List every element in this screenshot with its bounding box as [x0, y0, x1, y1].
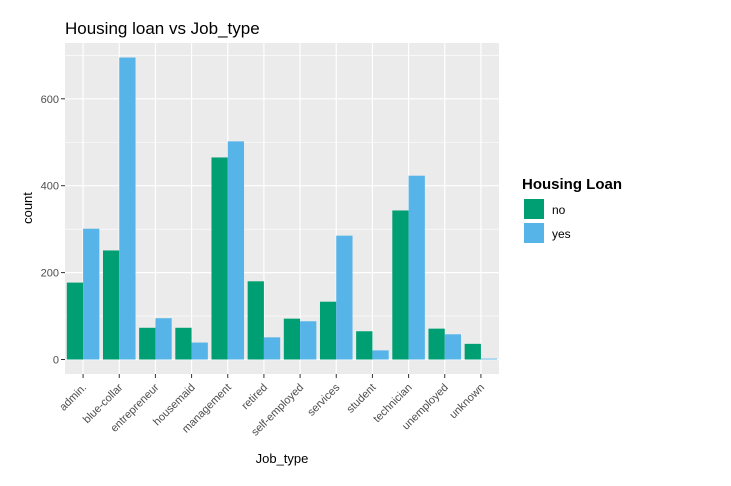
x-axis-title: Job_type [256, 451, 309, 466]
bar-yes-blue-collar [119, 57, 136, 360]
x-tick-label: student [345, 382, 379, 416]
x-tick-label: retired [239, 382, 270, 413]
bar-yes-self-employed [300, 321, 317, 360]
bar-no-self-employed [283, 318, 301, 360]
bar-no-management [211, 157, 228, 360]
bar-yes-retired [263, 337, 281, 360]
legend-key-no [524, 199, 544, 219]
x-tick-label: services [305, 381, 342, 418]
legend-key-yes [524, 223, 544, 243]
x-axis: admin.blue-collarentrepreneurhousemaidma… [57, 374, 487, 439]
legend-label-yes: yes [552, 227, 571, 241]
x-tick-label: unknown [447, 382, 487, 422]
bar-no-admin. [66, 282, 84, 360]
bar-yes-technician [408, 175, 425, 360]
bar-no-unknown [464, 343, 481, 360]
y-tick-label: 600 [41, 94, 59, 106]
bars [66, 57, 498, 360]
bar-no-unemployed [428, 328, 445, 360]
bar-yes-services [336, 235, 353, 360]
bar-no-student [356, 331, 373, 360]
bar-no-housemaid [175, 327, 192, 360]
y-tick-label: 0 [53, 355, 59, 367]
chart-title: Housing loan vs Job_type [65, 19, 260, 38]
bar-no-services [319, 301, 337, 360]
bar-yes-student [372, 350, 389, 360]
bar-no-technician [392, 210, 409, 360]
legend-label-no: no [552, 203, 566, 217]
bar-yes-admin. [83, 228, 100, 360]
legend-title: Housing Loan [522, 176, 622, 193]
y-axis-title: count [20, 192, 35, 224]
plot-panel [65, 43, 499, 374]
bar-no-blue-collar [102, 250, 120, 360]
bar-yes-entrepreneur [155, 318, 172, 360]
y-tick-label: 400 [41, 181, 59, 193]
y-tick-label: 200 [41, 268, 59, 280]
bar-yes-unknown [480, 358, 498, 360]
bar-yes-housemaid [191, 342, 208, 360]
bar-no-retired [247, 281, 264, 360]
legend: Housing Loan no yes [522, 176, 622, 243]
x-tick-label: admin. [57, 382, 89, 414]
y-axis: 0 200 400 600 [41, 94, 65, 367]
bar-no-entrepreneur [139, 327, 156, 360]
bar-yes-unemployed [444, 334, 462, 360]
bar-yes-management [227, 141, 245, 360]
